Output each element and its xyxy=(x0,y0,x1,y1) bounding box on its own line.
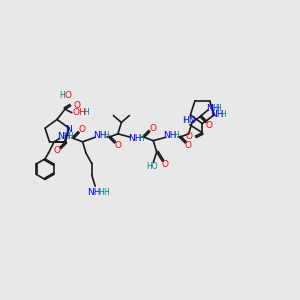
Text: OH: OH xyxy=(72,108,86,117)
Text: NH: NH xyxy=(206,104,219,113)
Text: H: H xyxy=(220,110,226,119)
Text: NH: NH xyxy=(128,134,142,143)
Text: O: O xyxy=(149,124,156,133)
Text: H: H xyxy=(98,188,104,197)
Text: O: O xyxy=(73,101,80,110)
Text: O: O xyxy=(64,91,71,100)
Text: O: O xyxy=(162,160,169,169)
Text: H: H xyxy=(103,188,109,197)
Text: O: O xyxy=(114,141,121,150)
Text: O: O xyxy=(185,141,192,150)
Text: O: O xyxy=(205,121,212,130)
Text: NH: NH xyxy=(87,188,101,197)
Text: NH: NH xyxy=(211,110,224,119)
Text: HN: HN xyxy=(182,116,196,124)
Text: NH: NH xyxy=(164,131,177,140)
Text: H: H xyxy=(173,131,179,140)
Text: H: H xyxy=(68,132,73,141)
Text: O: O xyxy=(53,146,60,155)
Text: N: N xyxy=(66,125,72,134)
Text: H: H xyxy=(138,134,144,143)
Text: H: H xyxy=(216,104,221,113)
Text: H: H xyxy=(103,131,109,140)
Text: O: O xyxy=(186,132,193,141)
Text: H: H xyxy=(83,108,89,117)
Text: HO: HO xyxy=(146,162,158,171)
Text: H: H xyxy=(59,91,65,100)
Text: H: H xyxy=(184,116,189,124)
Text: O: O xyxy=(79,125,86,134)
Text: NH: NH xyxy=(93,131,106,140)
Text: NH: NH xyxy=(58,132,71,141)
